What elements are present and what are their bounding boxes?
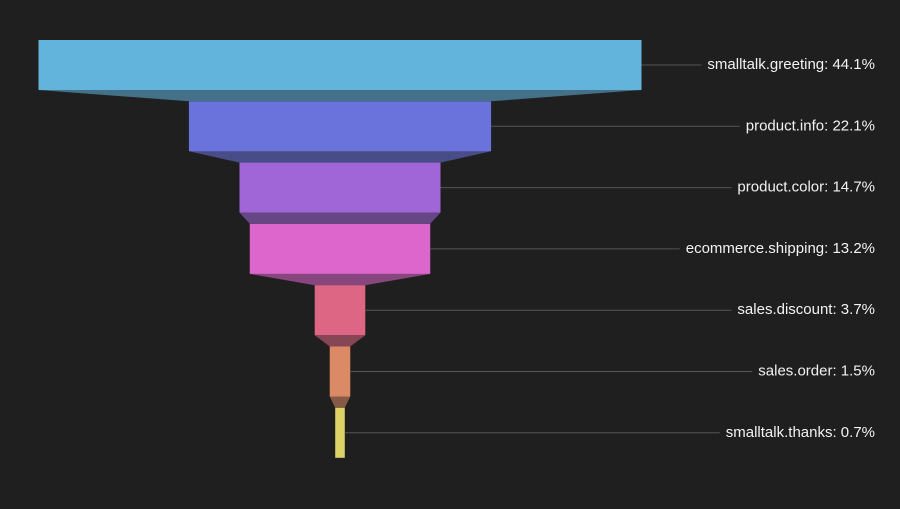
data-label: sales.discount: 3.7% bbox=[737, 301, 875, 318]
funnel-bar bbox=[335, 407, 345, 458]
data-label: smalltalk.thanks: 0.7% bbox=[726, 424, 875, 441]
connector bbox=[188, 151, 492, 163]
connector bbox=[239, 212, 441, 224]
connector bbox=[314, 335, 366, 347]
data-label: ecommerce.shipping: 13.2% bbox=[686, 240, 875, 257]
connector bbox=[38, 90, 642, 102]
funnel-bar bbox=[38, 40, 642, 90]
data-label: smalltalk.greeting: 44.1% bbox=[707, 56, 875, 73]
funnel-bar bbox=[188, 101, 492, 152]
connector bbox=[329, 396, 351, 408]
data-label: product.info: 22.1% bbox=[746, 117, 875, 134]
funnel-bar bbox=[239, 162, 441, 213]
funnel-bar bbox=[249, 223, 431, 274]
connector bbox=[249, 273, 431, 286]
funnel-bar bbox=[314, 285, 366, 336]
funnel-bar bbox=[329, 346, 351, 397]
data-label: product.color: 14.7% bbox=[737, 179, 875, 196]
data-label: sales.order: 1.5% bbox=[758, 362, 875, 379]
